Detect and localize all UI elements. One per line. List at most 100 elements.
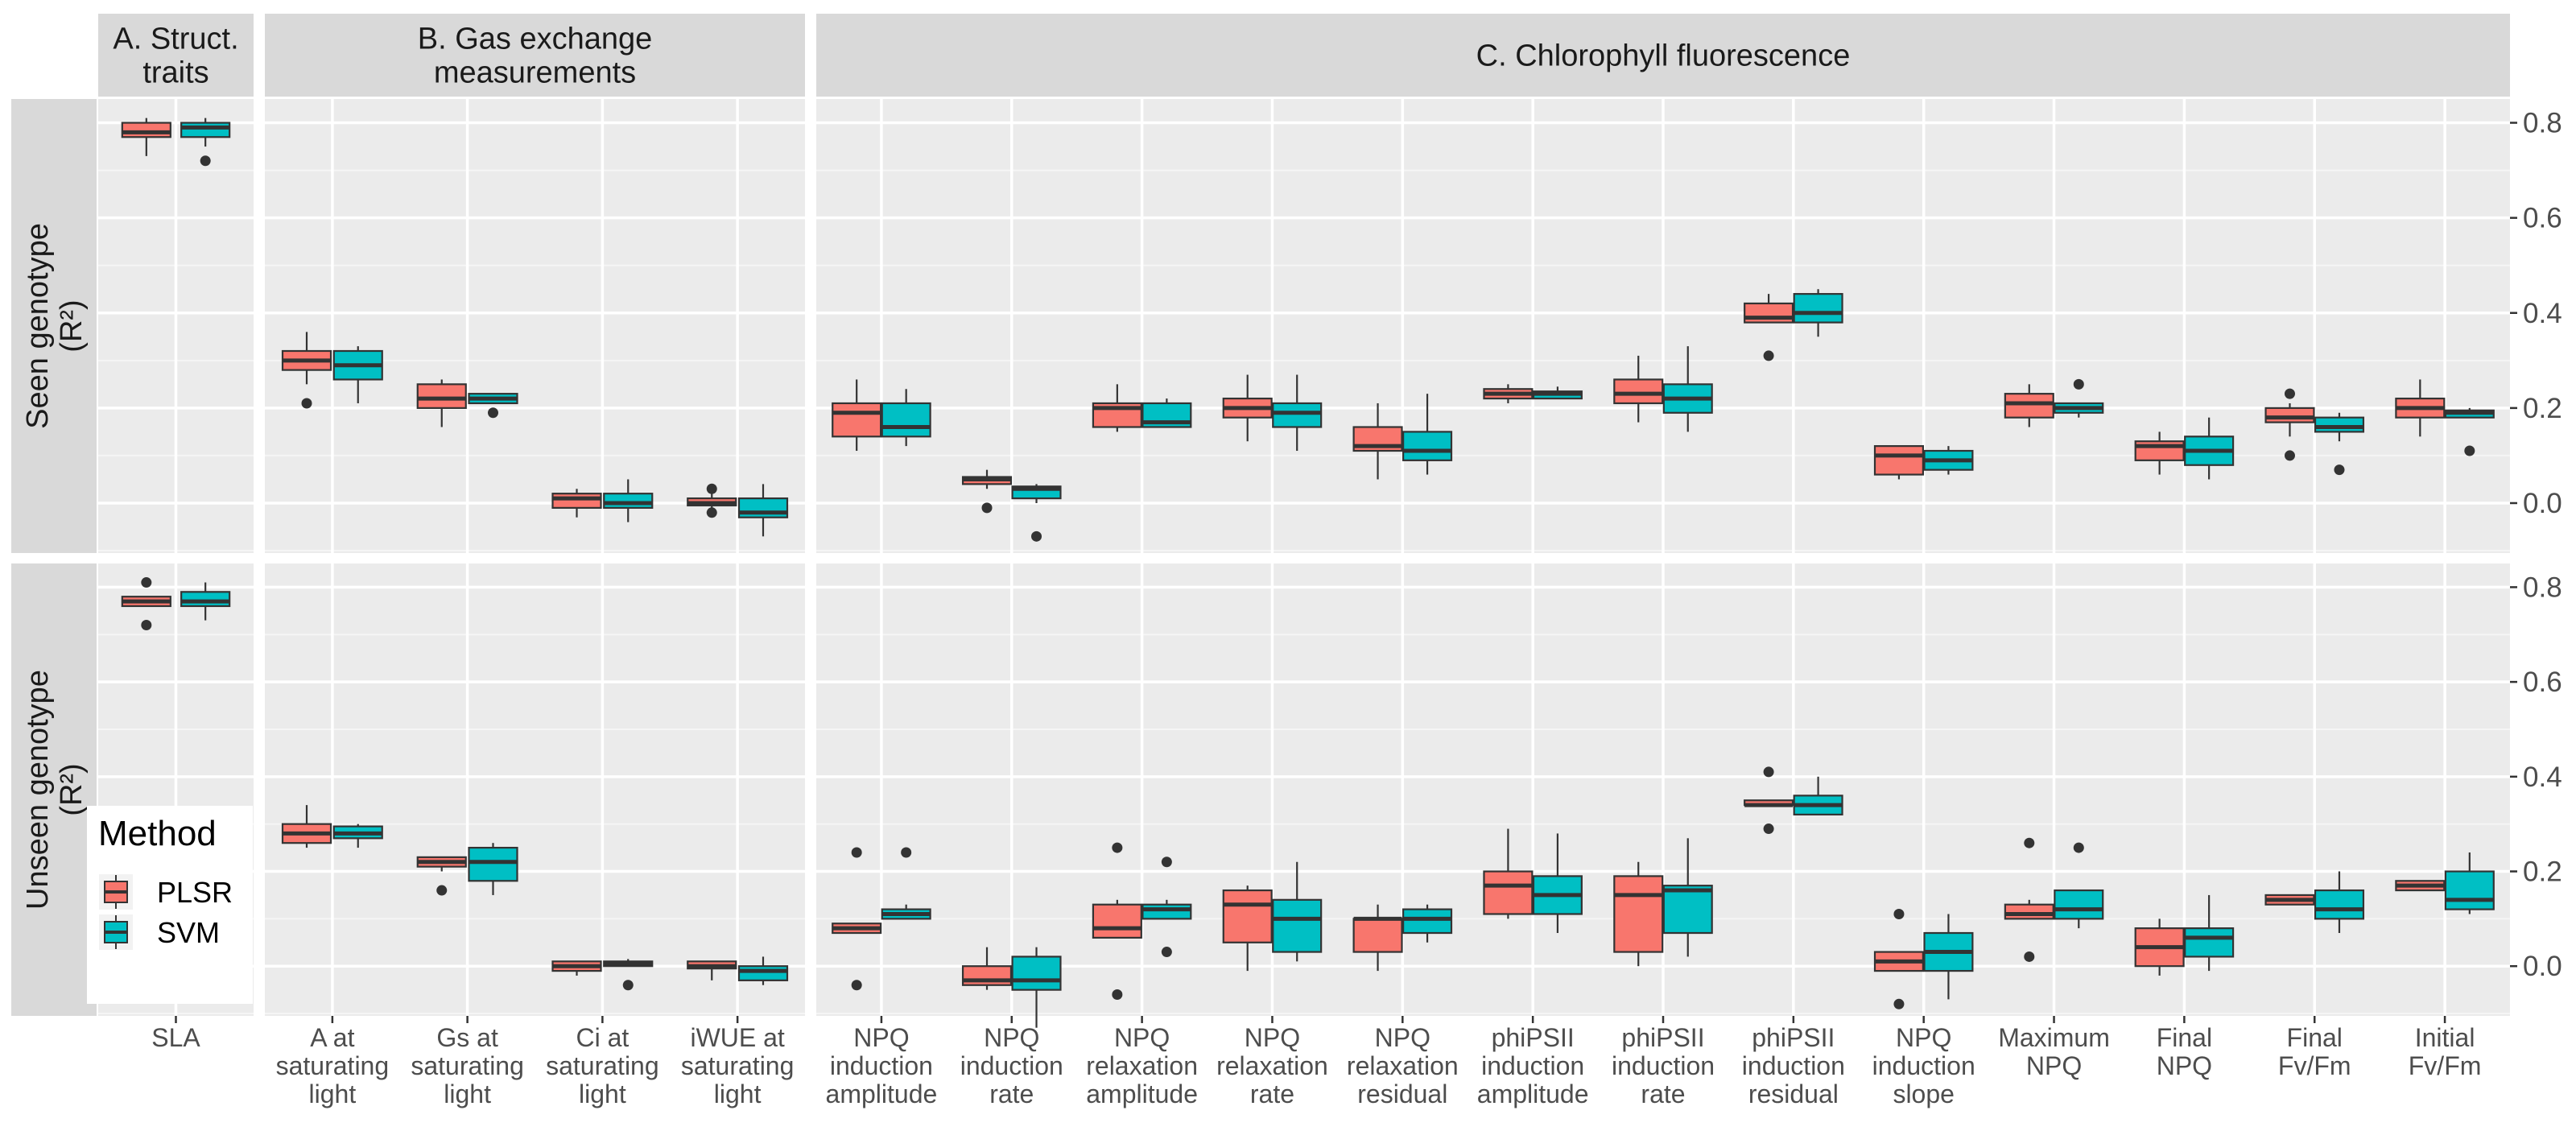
y-tick-label: 0.8 xyxy=(2523,108,2562,139)
box xyxy=(1352,918,1403,953)
boxplot-plsr xyxy=(1483,828,1534,919)
boxplot-svm xyxy=(1662,838,1713,957)
boxplot-plsr xyxy=(121,118,171,156)
boxplot-svm xyxy=(2184,894,2235,972)
box xyxy=(1011,956,1062,991)
row-strip-label: Unseen genotype xyxy=(21,670,55,910)
facet-panel xyxy=(265,563,805,1016)
x-tick-label-line: relaxation xyxy=(1347,1051,1459,1080)
outlier-point xyxy=(1161,947,1172,958)
boxplot-svm xyxy=(1532,386,1583,400)
box xyxy=(1483,870,1534,915)
legend-title: Method xyxy=(98,814,217,853)
row-strip-background xyxy=(11,99,97,553)
boxplot-svm xyxy=(180,582,231,621)
boxplot-plsr xyxy=(551,489,602,518)
x-tick-label-line: induction xyxy=(1612,1051,1715,1080)
x-tick-label-line: rate xyxy=(989,1079,1034,1108)
boxplot-svm xyxy=(1011,947,1062,1028)
x-tick-label-line: amplitude xyxy=(826,1079,938,1108)
boxplot-plsr xyxy=(1744,294,1794,361)
x-axis: SLA xyxy=(151,1016,200,1052)
boxplot-svm xyxy=(2444,407,2495,456)
column-strip-label: measurements xyxy=(434,56,636,90)
outlier-point xyxy=(200,155,211,167)
boxplot-plsr xyxy=(2395,379,2446,437)
x-tick-label-line: saturating xyxy=(276,1051,390,1080)
outlier-point xyxy=(1112,989,1123,1001)
x-tick-label-line: NPQ xyxy=(1375,1023,1430,1052)
box xyxy=(1873,445,1924,476)
facet-panel xyxy=(816,563,2510,1028)
outlier-point xyxy=(851,980,862,991)
x-tick-label-line: NPQ xyxy=(984,1023,1039,1052)
outlier-point xyxy=(2284,388,2295,399)
boxplot-svm xyxy=(468,843,518,895)
x-tick-label-line: NPQ xyxy=(2157,1051,2212,1080)
boxplot-plsr xyxy=(1613,355,1664,423)
x-tick-label-line: relaxation xyxy=(1216,1051,1328,1080)
x-tick-label-line: relaxation xyxy=(1086,1051,1198,1080)
column-strip: C. Chlorophyll fluorescence xyxy=(816,14,2510,97)
box xyxy=(2314,889,2365,920)
boxplot-plsr xyxy=(281,805,332,848)
column-strip-background xyxy=(816,14,2510,97)
y-tick-label: 0.6 xyxy=(2523,667,2562,698)
outlier-point xyxy=(1763,350,1774,361)
boxplot-svm xyxy=(1923,914,1974,1000)
box xyxy=(551,493,602,509)
boxplot-svm xyxy=(2314,871,2365,934)
x-tick-label-line: NPQ xyxy=(2026,1051,2082,1080)
y-tick-label: 0.2 xyxy=(2523,393,2562,424)
box xyxy=(2264,407,2315,423)
outlier-point xyxy=(851,847,862,858)
legend-label: PLSR xyxy=(157,876,233,909)
x-tick-label-line: induction xyxy=(1481,1051,1584,1080)
box xyxy=(2004,393,2054,419)
boxplot-plsr xyxy=(1873,445,1924,480)
box xyxy=(1092,903,1142,939)
outlier-point xyxy=(141,620,152,631)
boxplot-plsr xyxy=(687,960,737,980)
boxplot-svm xyxy=(1793,776,1843,815)
x-tick-label-line: NPQ xyxy=(1896,1023,1951,1052)
x-tick-label-line: residual xyxy=(1357,1079,1447,1108)
boxplot-plsr xyxy=(2264,388,2315,461)
x-tick-label-line: phiPSII xyxy=(1752,1023,1835,1052)
x-axis: NPQ induction amplitude NPQ induction rate NPQ… xyxy=(826,1016,2482,1108)
boxplot-svm xyxy=(2054,842,2104,929)
boxplot-plsr xyxy=(961,947,1013,990)
box xyxy=(121,122,171,138)
x-tick-label-line: Initial xyxy=(2415,1023,2475,1052)
boxplot-svm xyxy=(2444,852,2495,914)
x-tick-label: SLA xyxy=(151,1023,200,1052)
box xyxy=(180,591,231,608)
row-strip: Unseen genotype (R²) xyxy=(11,563,97,1016)
outlier-point xyxy=(1763,766,1774,778)
x-tick-label-line: saturating xyxy=(546,1051,659,1080)
y-tick-label: 0.6 xyxy=(2523,203,2562,234)
boxplot-svm xyxy=(180,118,231,167)
box xyxy=(1613,378,1664,405)
boxplot-plsr xyxy=(1222,885,1273,972)
outlier-point xyxy=(301,398,312,409)
boxplot-plsr xyxy=(416,856,467,896)
boxplot-svm xyxy=(468,393,518,419)
y-tick-label: 0.0 xyxy=(2523,488,2562,519)
x-tick-label-line: saturating xyxy=(681,1051,795,1080)
x-tick-label-line: NPQ xyxy=(1245,1023,1300,1052)
outlier-point xyxy=(901,847,912,858)
boxplot-svm xyxy=(737,484,789,537)
x-tick-label-line: Fv/Fm xyxy=(2409,1051,2482,1080)
y-tick-label: 0.4 xyxy=(2523,298,2562,329)
outlier-point xyxy=(2464,445,2475,456)
